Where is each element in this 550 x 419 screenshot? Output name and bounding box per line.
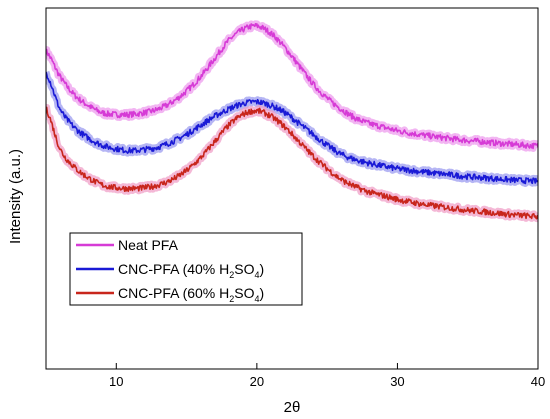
x-tick-label: 40: [531, 374, 545, 389]
x-axis-label: 2θ: [284, 399, 301, 416]
plot-area-frame: [45, 7, 539, 370]
legend-label: Neat PFA: [118, 237, 179, 253]
x-axis-ticks: 10 20 30 40: [109, 363, 545, 389]
legend-label: CNC-PFA (40% H2SO4): [118, 261, 264, 280]
x-tick-label: 30: [390, 374, 404, 389]
series-2-group: [46, 70, 538, 187]
legend-item-3: CNC-PFA (60% H2SO4): [76, 285, 264, 304]
legend-item-1: Neat PFA: [76, 237, 179, 253]
series-3-group: [46, 103, 538, 223]
series-3-line: [46, 106, 538, 220]
series-1-group: [46, 20, 538, 152]
series-lines: [46, 20, 538, 223]
series-1-line: [46, 22, 538, 150]
x-tick-label: 20: [250, 374, 264, 389]
legend-label: CNC-PFA (60% H2SO4): [118, 285, 264, 304]
series-2-halo: [46, 70, 538, 187]
legend: Neat PFA CNC-PFA (40% H2SO4) CNC-PFA (60% …: [69, 232, 303, 306]
y-axis-label: Intensity (a.u.): [7, 149, 24, 244]
x-tick-label: 10: [109, 374, 123, 389]
legend-item-2: CNC-PFA (40% H2SO4): [76, 261, 264, 280]
series-2-line: [46, 71, 538, 185]
